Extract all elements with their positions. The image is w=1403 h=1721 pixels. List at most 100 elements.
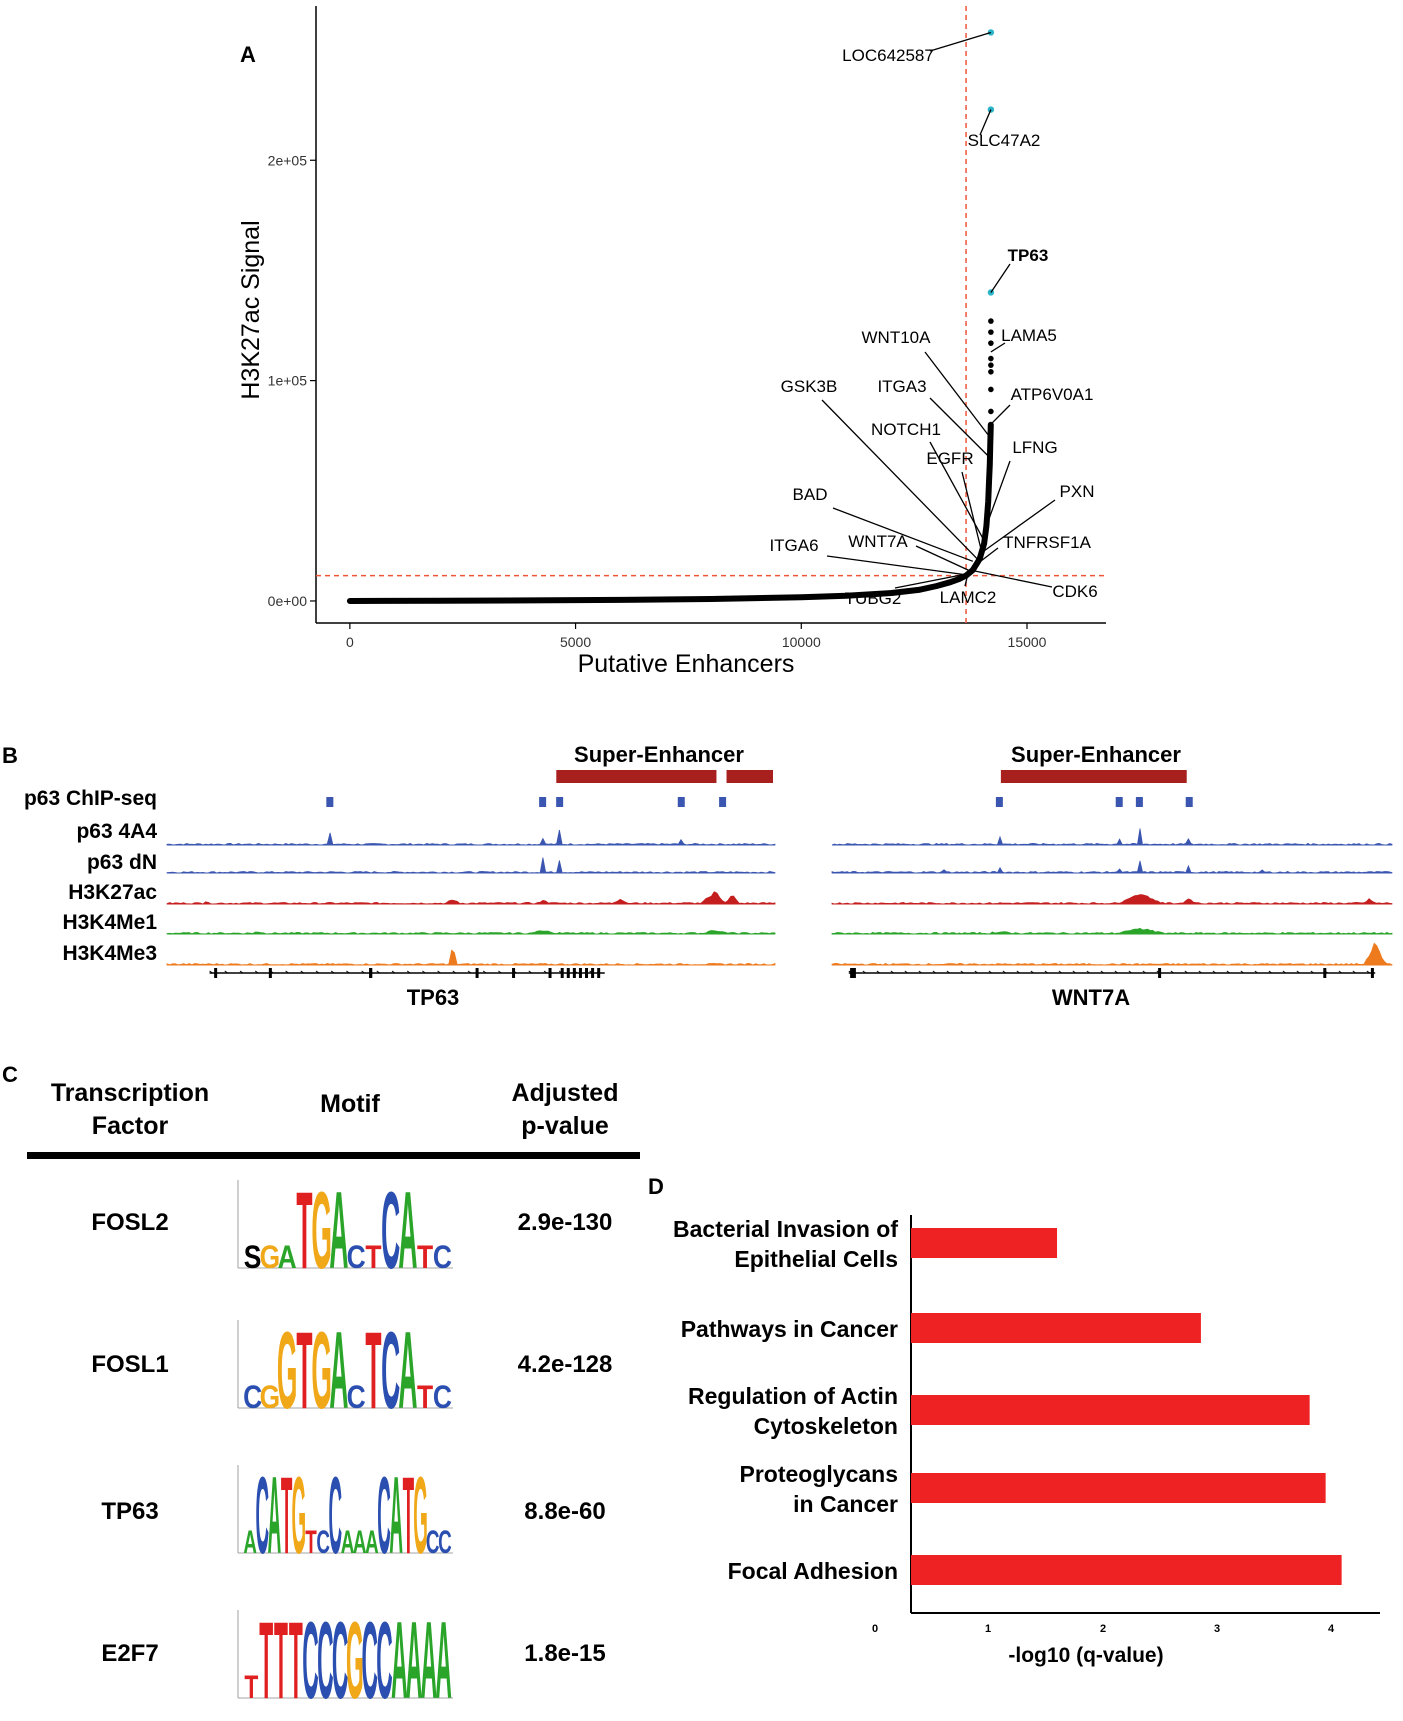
motif-letter: T [305, 1524, 316, 1561]
gene-strand-tick [330, 970, 335, 974]
gene-strand-tick [285, 970, 289, 974]
motif-letter: C [347, 1380, 366, 1416]
x-tick-label: 5000 [560, 634, 591, 650]
gene-exon [1370, 968, 1374, 978]
leader-line [826, 555, 964, 576]
gene-strand-tick [918, 970, 923, 974]
gene-strand-tick [1366, 970, 1371, 974]
motif-letter: G [311, 1169, 332, 1291]
gene-strand-tick [574, 970, 578, 974]
panel-d-x-ticks: 0 1 2 3 4 [872, 1623, 1335, 1635]
gene-exon [597, 968, 601, 978]
gene-strand-tick [890, 970, 895, 974]
wnt7a-gene-label: WNT7A [1052, 985, 1130, 1010]
gene-strand-tick [1044, 970, 1049, 974]
gene-strand-tick [946, 970, 951, 974]
motif-letter: A [435, 1600, 451, 1721]
gene-strand-tick [239, 970, 244, 974]
gene-strand-tick [1016, 970, 1021, 974]
tp63-super-enhancer-label: Super-Enhancer [574, 742, 744, 767]
motif-letter: C [256, 1454, 270, 1577]
chip-peak-box [1115, 797, 1123, 807]
gene-strand-tick [1310, 970, 1315, 974]
panel-a-y-axis-title: H3K27ac Signal [237, 220, 265, 399]
gene-exon [512, 968, 516, 978]
motif-letter: T [365, 1240, 381, 1276]
gene-exon [591, 968, 595, 978]
gene-strand-tick [1170, 970, 1175, 974]
gene-label: GSK3B [781, 377, 838, 396]
track-label: p63 ChIP-seq [24, 787, 157, 810]
enhancer-point [988, 408, 994, 415]
motif-letter: A [421, 1600, 437, 1721]
motif-letter: T [403, 1454, 415, 1577]
motif-letter: A [329, 1309, 348, 1431]
pathway-label: Regulation of Actin [688, 1383, 898, 1409]
gene-label: NOTCH1 [871, 420, 941, 439]
gene-strand-tick [376, 970, 381, 974]
motif-letter: A [329, 1169, 348, 1291]
signal-track [831, 828, 1393, 846]
leader-line [832, 507, 974, 562]
motif-letter: A [353, 1524, 367, 1561]
leader-line [971, 547, 999, 569]
gene-strand-tick [361, 970, 365, 974]
x-tick-label: 15000 [1008, 634, 1047, 650]
gene-strand-tick [1296, 970, 1301, 974]
motif-letter: T [259, 1600, 273, 1721]
motif-letter: C [329, 1454, 343, 1577]
y-tick-label: 2e+05 [268, 152, 308, 168]
header-adjusted: Adjusted [512, 1079, 619, 1107]
chip-peak-box [326, 797, 334, 807]
enhancer-point [988, 362, 994, 368]
pathway-label: Focal Adhesion [728, 1558, 898, 1584]
gene-strand-tick [1226, 970, 1231, 974]
motif-letter: C [243, 1380, 262, 1416]
motif-letter: G [311, 1309, 332, 1431]
gene-strand-tick [543, 970, 548, 974]
motif-letter: C [381, 1309, 400, 1431]
gene-strand-tick [1030, 970, 1035, 974]
motif-letter: G [260, 1240, 281, 1276]
gene-strand-tick [1002, 970, 1007, 974]
track-label: H3K4Me3 [62, 942, 157, 965]
panel-a-label: A [240, 42, 256, 67]
gene-exon [585, 968, 589, 978]
motif-letter: A [398, 1169, 417, 1291]
motif-letter: T [289, 1600, 303, 1721]
adjusted-p-value: 1.8e-15 [524, 1640, 605, 1667]
motif-letter: T [274, 1600, 288, 1721]
motif-letter: C [433, 1240, 452, 1276]
motif-letter: T [296, 1309, 312, 1431]
panel-a-x-axis-title: Putative Enhancers [578, 650, 795, 678]
header-p-value: p-value [521, 1112, 609, 1140]
wnt7a-locus-tracks [831, 770, 1393, 978]
gene-strand-tick [1282, 970, 1287, 974]
gene-strand-tick [1072, 970, 1077, 974]
x-tick-label: 2 [1100, 1623, 1106, 1635]
panel-b: B p63 ChIP-seq p63 4A4 p63 dN H3K27ac H3K4Me… [2, 742, 1393, 1010]
gene-strand-tick [528, 970, 533, 974]
motif-letter: T [417, 1240, 433, 1276]
super-enhancer-bar [556, 770, 717, 783]
gene-label: WNT7A [848, 532, 908, 551]
chip-peak-box [1135, 797, 1143, 807]
motif-letter: A [391, 1600, 407, 1721]
tp63-gene-label: TP63 [407, 985, 460, 1010]
signal-track [166, 891, 776, 905]
gene-strand-tick [209, 970, 213, 974]
gene-strand-tick [224, 970, 229, 974]
motif-letter: A [398, 1309, 417, 1431]
gene-strand-tick [862, 970, 867, 974]
chip-peak-box [719, 797, 727, 807]
motif-letter: A [341, 1524, 355, 1561]
motif-letter: C [433, 1380, 452, 1416]
tf-name: FOSL1 [91, 1351, 168, 1378]
gene-strand-tick [1156, 970, 1161, 974]
x-tick-label: 10000 [782, 634, 821, 650]
leader-line [990, 342, 1006, 353]
enhancer-point [988, 386, 994, 393]
track-label: H3K27ac [68, 881, 157, 904]
